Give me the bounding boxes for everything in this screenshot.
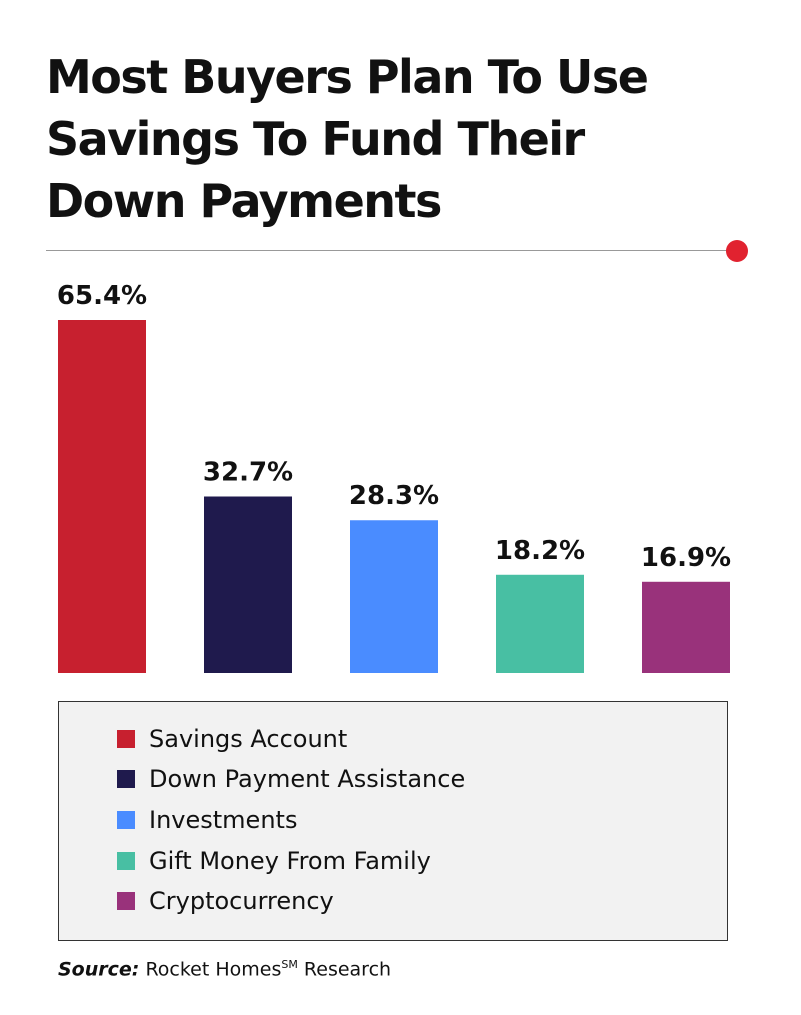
legend-item-down-payment-assistance: Down Payment Assistance <box>117 764 465 794</box>
legend-swatch-cryptocurrency <box>117 892 135 910</box>
bar-cryptocurrency <box>642 581 730 673</box>
chart-title-line-3: Down Payments <box>46 174 442 228</box>
data-label-down-payment-assistance: 32.7% <box>203 458 293 488</box>
service-mark: SM <box>281 958 298 971</box>
legend-swatch-investments <box>117 811 135 829</box>
bar-chart: 65.4% 32.7% 28.3% 18.2% 16.9% <box>57 281 731 673</box>
title-divider <box>46 250 736 251</box>
source-note: Source: Rocket HomesSM Research <box>58 958 391 980</box>
source-suffix: Research <box>303 958 392 981</box>
legend-item-savings-account: Savings Account <box>117 724 347 754</box>
legend-label-savings-account: Savings Account <box>149 725 348 753</box>
legend-swatch-gift-money-from-family <box>117 852 135 870</box>
bar-down-payment-assistance <box>204 496 292 673</box>
divider-dot <box>726 240 748 262</box>
bar-investments <box>350 520 438 673</box>
legend-label-down-payment-assistance: Down Payment Assistance <box>149 765 466 793</box>
legend-swatch-down-payment-assistance <box>117 770 135 788</box>
legend-item-gift-money-from-family: Gift Money From Family <box>117 846 431 876</box>
data-label-investments: 28.3% <box>349 481 439 511</box>
legend-label-gift-money-from-family: Gift Money From Family <box>149 847 431 875</box>
chart-title-line-1: Most Buyers Plan To Use <box>46 50 649 104</box>
chart-title: Most Buyers Plan To Use Savings To Fund … <box>46 46 746 232</box>
bar-gift-money-from-family <box>496 574 584 673</box>
source-label: Source: <box>58 958 140 981</box>
data-label-savings-account: 65.4% <box>57 281 147 311</box>
legend-label-cryptocurrency: Cryptocurrency <box>149 887 334 915</box>
legend-item-investments: Investments <box>117 805 297 835</box>
legend-swatch-savings-account <box>117 730 135 748</box>
data-label-cryptocurrency: 16.9% <box>641 543 731 573</box>
legend-item-cryptocurrency: Cryptocurrency <box>117 886 334 916</box>
source-text: Rocket Homes <box>145 958 282 981</box>
bar-savings-account <box>58 320 146 673</box>
data-label-gift-money-from-family: 18.2% <box>495 536 585 566</box>
chart-title-line-2: Savings To Fund Their <box>46 112 585 166</box>
legend-label-investments: Investments <box>149 806 298 834</box>
legend: Savings Account Down Payment Assistance … <box>58 701 728 941</box>
